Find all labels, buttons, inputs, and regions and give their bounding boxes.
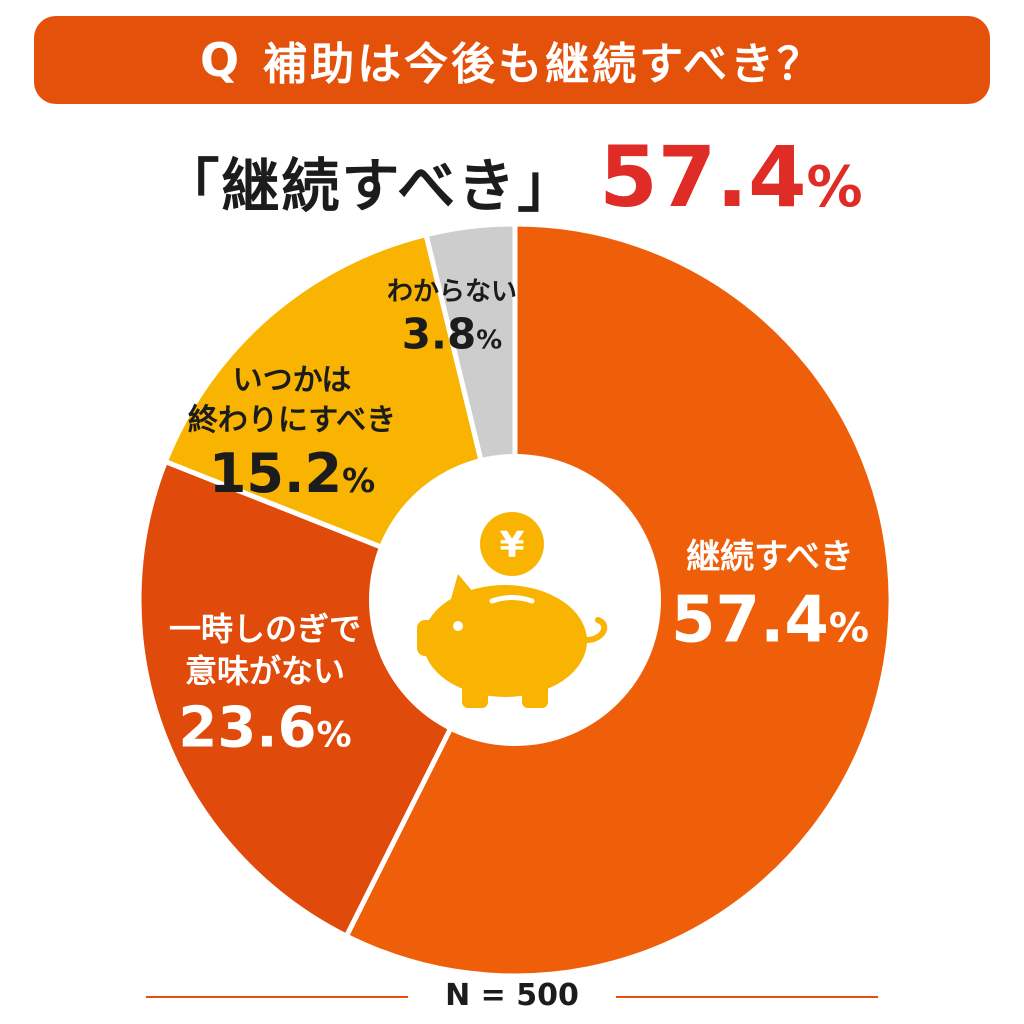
slice-label-3: いつかは: [233, 363, 352, 398]
headline-unit: %: [806, 155, 863, 220]
slice-unit-1: %: [829, 606, 869, 652]
piggy-bank-yen-icon: ¥: [417, 512, 608, 708]
footer-divider-left: [146, 996, 408, 998]
footer-divider-right: [616, 996, 878, 998]
sample-size: N = 500: [445, 978, 579, 1013]
headline-value: 57.4%: [599, 128, 862, 226]
question-mark: Q: [199, 33, 240, 87]
question-banner: Q 補助は今後も継続すべき？: [34, 16, 990, 104]
headline-number: 57.4: [599, 128, 807, 226]
slice-label-1: 継続すべき: [686, 537, 854, 577]
slice-label-2: 一時しのぎで: [169, 610, 361, 648]
slice-unit-4: %: [476, 325, 502, 355]
slice-value-1: 57.4%: [671, 584, 869, 658]
headline: 「継続すべき」 57.4%: [0, 128, 1024, 228]
slice-label-2: 意味がない: [185, 652, 345, 690]
svg-text:¥: ¥: [499, 525, 524, 566]
question-text: 補助は今後も継続すべき？: [263, 39, 825, 90]
slice-unit-3: %: [342, 461, 375, 500]
slice-value-3: 15.2%: [209, 442, 375, 505]
slice-unit-2: %: [317, 715, 352, 755]
slice-value-2: 23.6%: [178, 695, 351, 760]
slice-label-4: わからない: [387, 277, 517, 307]
headline-label: 「継続すべき」: [161, 152, 578, 220]
slice-label-3: 終わりにすべき: [188, 403, 396, 438]
